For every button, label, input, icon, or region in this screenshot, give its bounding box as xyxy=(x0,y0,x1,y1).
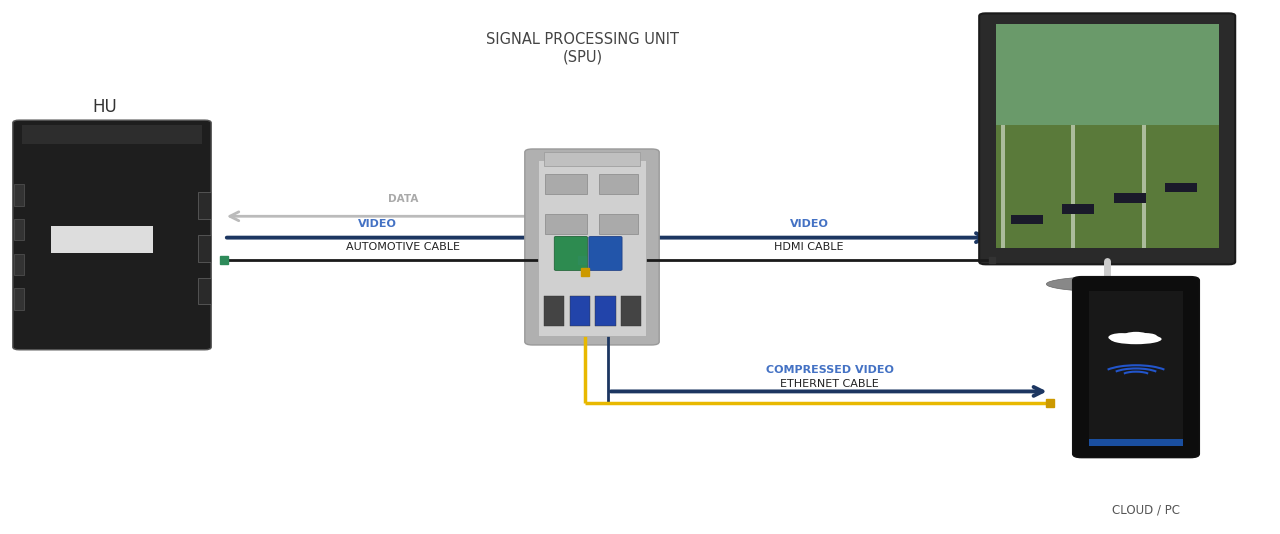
Bar xyxy=(1142,125,1146,248)
Text: SIGNAL PROCESSING UNIT
(SPU): SIGNAL PROCESSING UNIT (SPU) xyxy=(486,32,678,64)
Text: HDMI CABLE: HDMI CABLE xyxy=(774,242,844,252)
Bar xyxy=(621,296,641,326)
Text: VIDEO: VIDEO xyxy=(790,218,828,229)
Bar xyxy=(198,192,211,219)
Ellipse shape xyxy=(1108,333,1135,342)
Bar xyxy=(545,214,586,234)
FancyBboxPatch shape xyxy=(554,237,588,271)
Bar xyxy=(570,296,590,326)
Bar xyxy=(544,296,564,326)
Text: HU: HU xyxy=(92,98,116,116)
Text: VIDEO: VIDEO xyxy=(358,218,397,229)
Bar xyxy=(996,24,1219,248)
Bar xyxy=(1011,215,1043,224)
Ellipse shape xyxy=(1123,332,1149,340)
Bar xyxy=(544,152,640,166)
FancyBboxPatch shape xyxy=(589,237,622,271)
Text: ETHERNET CABLE: ETHERNET CABLE xyxy=(780,379,879,389)
Bar xyxy=(14,288,24,310)
FancyBboxPatch shape xyxy=(979,13,1235,264)
Bar xyxy=(51,226,154,253)
Bar xyxy=(198,278,211,304)
Text: AUTOMOTIVE CABLE: AUTOMOTIVE CABLE xyxy=(346,242,461,252)
Bar xyxy=(14,219,24,240)
Bar xyxy=(1089,291,1183,446)
Bar xyxy=(1071,125,1075,248)
Bar xyxy=(22,125,202,144)
Text: DATA: DATA xyxy=(388,194,419,204)
Bar xyxy=(198,235,211,262)
Bar xyxy=(1114,193,1146,203)
FancyBboxPatch shape xyxy=(13,120,211,350)
Bar xyxy=(996,24,1219,125)
Bar xyxy=(595,296,616,326)
Bar xyxy=(14,184,24,206)
Bar xyxy=(599,174,639,194)
Ellipse shape xyxy=(1047,277,1169,292)
Bar xyxy=(1062,204,1094,214)
Bar xyxy=(1001,125,1005,248)
Bar xyxy=(1089,439,1183,446)
Bar xyxy=(599,214,639,234)
Bar xyxy=(545,174,586,194)
Bar xyxy=(1165,183,1197,192)
FancyBboxPatch shape xyxy=(525,149,659,345)
Ellipse shape xyxy=(1135,333,1157,341)
Bar xyxy=(538,160,646,336)
Text: CLOUD / PC: CLOUD / PC xyxy=(1111,504,1180,516)
Bar xyxy=(14,254,24,275)
Text: COMPRESSED VIDEO: COMPRESSED VIDEO xyxy=(765,365,893,375)
Ellipse shape xyxy=(1111,334,1162,344)
FancyBboxPatch shape xyxy=(1073,277,1199,458)
